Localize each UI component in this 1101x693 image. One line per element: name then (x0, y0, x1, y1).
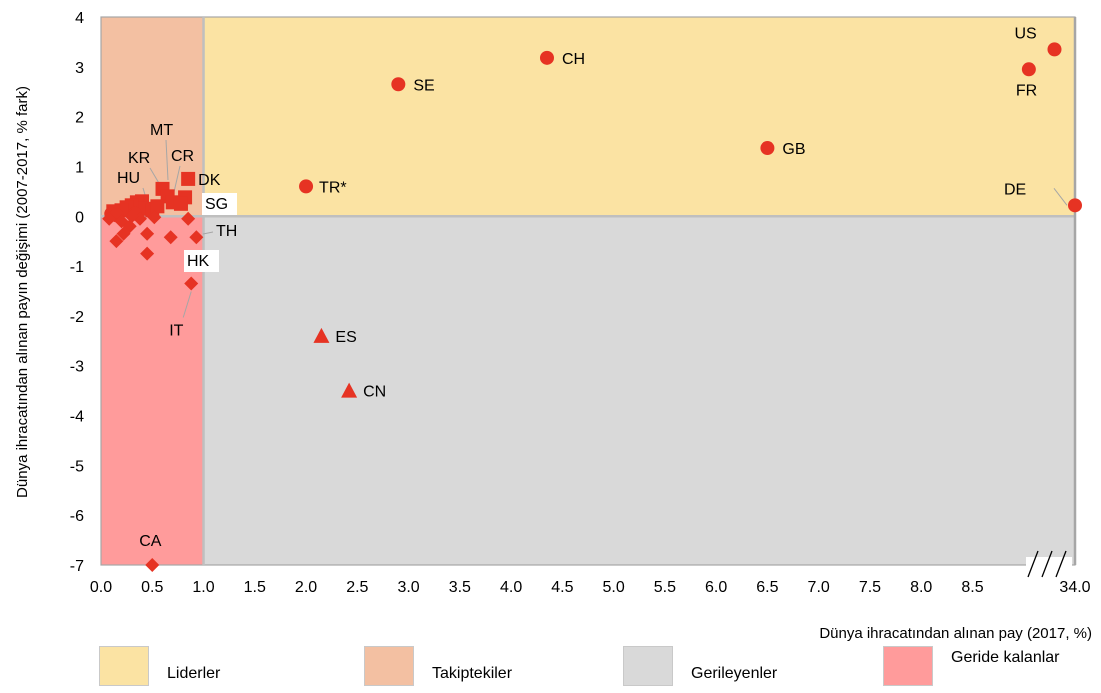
quadrant-gerileyenler (203, 216, 1076, 566)
point-label-th: TH (216, 223, 237, 240)
data-point (116, 226, 131, 241)
data-point (150, 199, 165, 214)
data-point (102, 211, 117, 226)
point-label-sg: SG (205, 196, 228, 213)
point-label-us: US (1014, 25, 1036, 42)
quadrant-geride-kalanlar (101, 216, 204, 566)
axis-break-gap (1026, 557, 1072, 573)
y-tick-label: 0 (75, 209, 84, 226)
x-axis-title: Dünya ihracatından alınan pay (2017, %) (819, 625, 1092, 642)
x-tick-label: 7.5 (859, 579, 881, 596)
y-tick-label: -4 (70, 409, 84, 426)
data-point-it (184, 276, 199, 291)
x-tick-label: 0.5 (141, 579, 163, 596)
data-point-cn (341, 382, 358, 398)
data-point-tr (299, 179, 314, 194)
x-tick-label: 5.5 (654, 579, 676, 596)
point-label-ch: CH (562, 51, 585, 68)
point-label-fr: FR (1016, 82, 1037, 99)
point-label-hk: HK (187, 253, 210, 270)
data-point-se (391, 77, 406, 92)
x-tick-label: 3.0 (397, 579, 419, 596)
x-tick-label: 34.0 (1059, 579, 1090, 596)
leader-line (1053, 188, 1068, 206)
point-label-de: DE (1004, 181, 1026, 198)
data-point (173, 196, 188, 211)
leader-line (165, 139, 169, 181)
y-tick-label: -3 (70, 359, 84, 376)
x-tick-label: 6.5 (756, 579, 778, 596)
point-label-es: ES (335, 329, 356, 346)
x-tick-label: 8.0 (910, 579, 932, 596)
label-box (202, 193, 237, 215)
data-point (163, 230, 178, 245)
y-tick-label: -7 (70, 558, 84, 575)
data-point (124, 209, 139, 224)
y-tick-label: -2 (70, 309, 84, 326)
y-tick-label: -6 (70, 508, 84, 525)
data-point (140, 246, 155, 261)
x-tick-label: 3.5 (449, 579, 471, 596)
data-point (189, 230, 204, 245)
point-label-ca: CA (139, 533, 162, 550)
quadrant-backgrounds (101, 17, 1076, 566)
axis-break-mark (1041, 550, 1053, 578)
axis-break-mark (1055, 550, 1067, 578)
point-label-kr: KR (128, 150, 150, 167)
x-tick-label: 4.5 (551, 579, 573, 596)
point-label-cn: CN (363, 384, 386, 401)
data-point-dk (181, 171, 196, 186)
quadrant-liderler (203, 17, 1076, 217)
x-tick-label: 8.5 (961, 579, 983, 596)
point-label-hu: HU (117, 170, 140, 187)
x-tick-label: 1.5 (244, 579, 266, 596)
point-label-it: IT (169, 323, 183, 340)
y-tick-label: -1 (70, 259, 84, 276)
data-point-es (313, 327, 330, 343)
x-tick-label: 0.0 (90, 579, 112, 596)
y-axis-title: Dünya ihracatından alınan payın değişimi… (14, 86, 31, 498)
x-tick-label: 4.0 (500, 579, 522, 596)
leader-line (182, 291, 192, 318)
leader-line (202, 231, 214, 235)
data-point-gb (760, 141, 775, 156)
data-point (181, 211, 196, 226)
x-tick-label: 2.0 (295, 579, 317, 596)
point-label-mt: MT (150, 122, 173, 139)
point-label-se: SE (413, 77, 434, 94)
data-point (109, 234, 124, 249)
x-tick-label: 5.0 (603, 579, 625, 596)
x-tick-label: 1.0 (192, 579, 214, 596)
axes (100, 16, 1077, 578)
y-tick-label: 3 (75, 60, 84, 77)
data-point (147, 210, 162, 225)
data-point-ca (145, 558, 160, 572)
point-label-cr: CR (171, 148, 194, 165)
data-point (140, 226, 155, 241)
label-box (184, 250, 219, 272)
point-label-tr: TR* (319, 179, 347, 196)
data-points (102, 42, 1082, 572)
x-tick-label: 7.0 (808, 579, 830, 596)
tick-labels: 0.0 0.5 1.0 1.5 2.0 2.5 3.0 3.5 4.0 4.5 5.0 5.5 6.0 6… (70, 10, 1091, 596)
data-point-us (1047, 42, 1062, 57)
leader-line (173, 165, 181, 193)
y-tick-label: -5 (70, 458, 84, 475)
data-point-fr (1021, 62, 1036, 77)
point-label-gb: GB (782, 141, 805, 158)
axis-break-mark (1027, 550, 1039, 578)
point-label-dk: DK (198, 172, 221, 189)
y-tick-label: 2 (75, 110, 84, 127)
data-point-ch (539, 50, 554, 65)
y-tick-label: 1 (75, 159, 84, 176)
y-tick-label: 4 (75, 10, 84, 27)
x-tick-label: 2.5 (346, 579, 368, 596)
x-tick-label: 6.0 (705, 579, 727, 596)
data-point-de (1068, 198, 1082, 213)
